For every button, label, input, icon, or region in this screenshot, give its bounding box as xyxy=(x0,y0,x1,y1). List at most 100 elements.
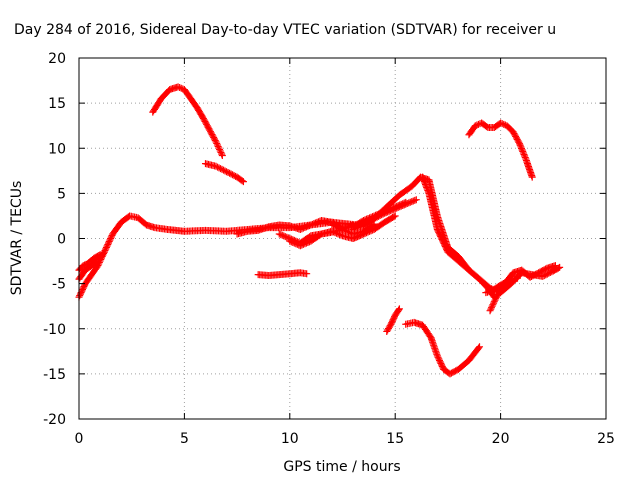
data-point xyxy=(393,204,401,212)
data-point xyxy=(357,231,365,239)
data-point xyxy=(107,235,115,242)
data-point xyxy=(363,229,371,237)
data-point xyxy=(489,301,497,309)
data-point xyxy=(99,249,107,257)
data-point xyxy=(513,274,521,282)
grid-layer xyxy=(79,58,606,419)
data-point xyxy=(292,240,300,248)
data-point xyxy=(224,168,232,176)
data-point xyxy=(504,277,512,285)
data-point xyxy=(217,165,225,173)
data-point xyxy=(352,224,360,232)
data-point xyxy=(354,224,362,232)
data-point xyxy=(378,211,386,219)
y-tick-label: -20 xyxy=(43,412,66,428)
data-point xyxy=(388,317,396,325)
data-point xyxy=(79,284,87,292)
data-point xyxy=(298,241,306,249)
data-point xyxy=(379,210,387,218)
data-point xyxy=(361,229,369,237)
data-point xyxy=(226,169,234,177)
data-point xyxy=(349,235,357,242)
data-point xyxy=(384,208,392,216)
data-point xyxy=(229,171,237,179)
data-point xyxy=(238,177,246,185)
data-point xyxy=(105,239,113,247)
y-tick-label: 15 xyxy=(48,96,66,112)
data-point xyxy=(391,212,399,220)
data-point xyxy=(388,206,396,214)
data-point xyxy=(216,147,224,155)
data-point xyxy=(390,205,398,213)
x-axis-label: GPS time / hours xyxy=(283,459,400,475)
data-point xyxy=(519,147,527,155)
data-point xyxy=(104,241,112,249)
data-point xyxy=(214,142,222,150)
series-arc5 xyxy=(201,160,247,186)
data-point xyxy=(516,140,524,148)
data-point xyxy=(80,283,88,291)
data-point xyxy=(299,224,307,232)
data-point xyxy=(212,138,220,146)
y-tick-label: -5 xyxy=(52,277,66,293)
data-point xyxy=(103,242,111,250)
data-point xyxy=(218,151,226,159)
series-arc15 xyxy=(465,119,536,181)
data-point xyxy=(475,344,483,352)
data-point xyxy=(387,320,395,328)
data-point xyxy=(310,220,318,228)
x-tick-label: 0 xyxy=(75,431,84,447)
data-point xyxy=(438,361,446,369)
data-point xyxy=(304,222,312,230)
data-point xyxy=(351,234,359,242)
data-point xyxy=(528,173,536,181)
data-point xyxy=(313,218,321,226)
data-point xyxy=(366,227,374,235)
data-point xyxy=(501,279,509,287)
data-point xyxy=(299,240,307,248)
series-arc14 xyxy=(402,318,484,378)
data-point xyxy=(437,359,445,367)
data-point xyxy=(199,114,207,122)
data-point xyxy=(311,219,319,227)
data-point xyxy=(514,137,522,145)
data-point xyxy=(302,239,310,247)
series-arc3 xyxy=(75,251,104,274)
data-point xyxy=(405,199,413,207)
data-point xyxy=(216,145,224,153)
data-point xyxy=(500,120,508,128)
data-point xyxy=(486,307,494,315)
data-point xyxy=(433,352,441,360)
y-axis-label: SDTVAR / TECUs xyxy=(9,181,25,296)
data-point xyxy=(215,144,223,152)
data-point xyxy=(76,292,84,300)
data-point xyxy=(302,223,310,231)
data-point xyxy=(476,343,484,351)
series-arc17 xyxy=(486,262,559,315)
data-point xyxy=(551,262,559,270)
data-point xyxy=(498,120,506,128)
data-point xyxy=(512,134,520,142)
series-layer xyxy=(75,83,564,378)
data-point xyxy=(218,150,226,158)
data-point xyxy=(539,272,547,280)
data-point xyxy=(223,168,231,176)
data-point xyxy=(390,314,398,322)
data-point xyxy=(357,222,365,230)
data-point xyxy=(275,230,283,238)
data-point xyxy=(296,225,304,233)
data-point xyxy=(403,200,411,208)
data-point xyxy=(205,125,213,133)
data-point xyxy=(406,198,414,206)
data-point xyxy=(174,83,182,91)
data-point xyxy=(521,154,529,162)
data-point xyxy=(491,296,499,304)
y-tick-label: 20 xyxy=(48,51,66,67)
data-point xyxy=(227,170,235,178)
data-point xyxy=(397,202,405,210)
x-tick-label: 15 xyxy=(386,431,404,447)
data-point xyxy=(301,224,309,232)
data-point xyxy=(390,213,398,221)
data-point xyxy=(396,203,404,211)
data-point xyxy=(388,319,396,327)
